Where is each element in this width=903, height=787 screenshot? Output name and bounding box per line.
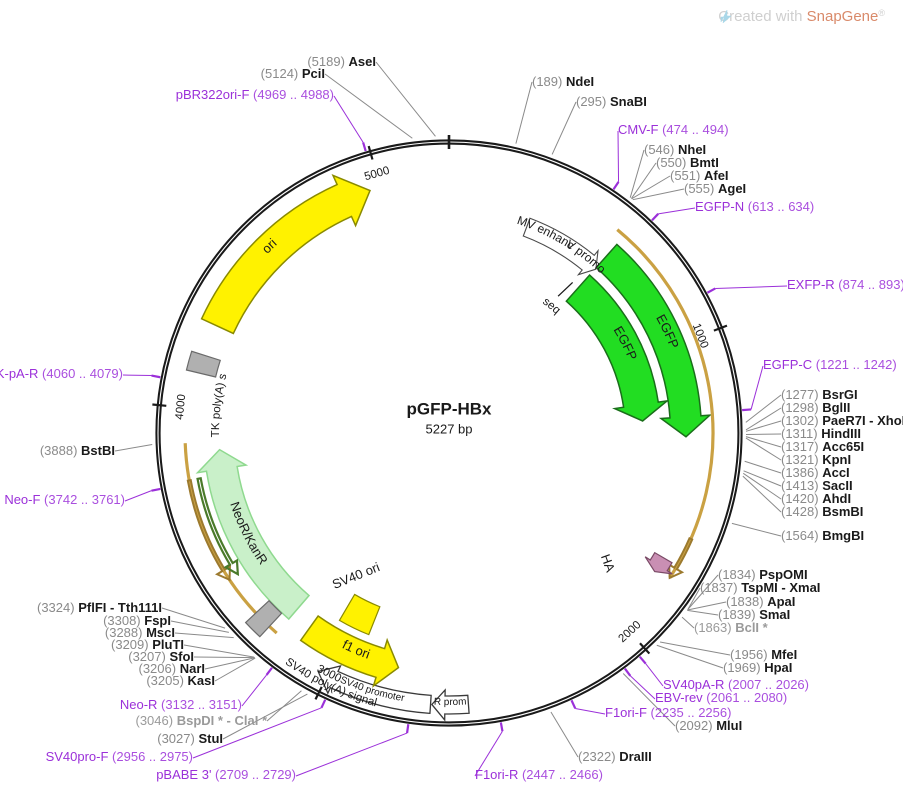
svg-text:Kozak sequence: Kozak sequence bbox=[0, 0, 562, 317]
